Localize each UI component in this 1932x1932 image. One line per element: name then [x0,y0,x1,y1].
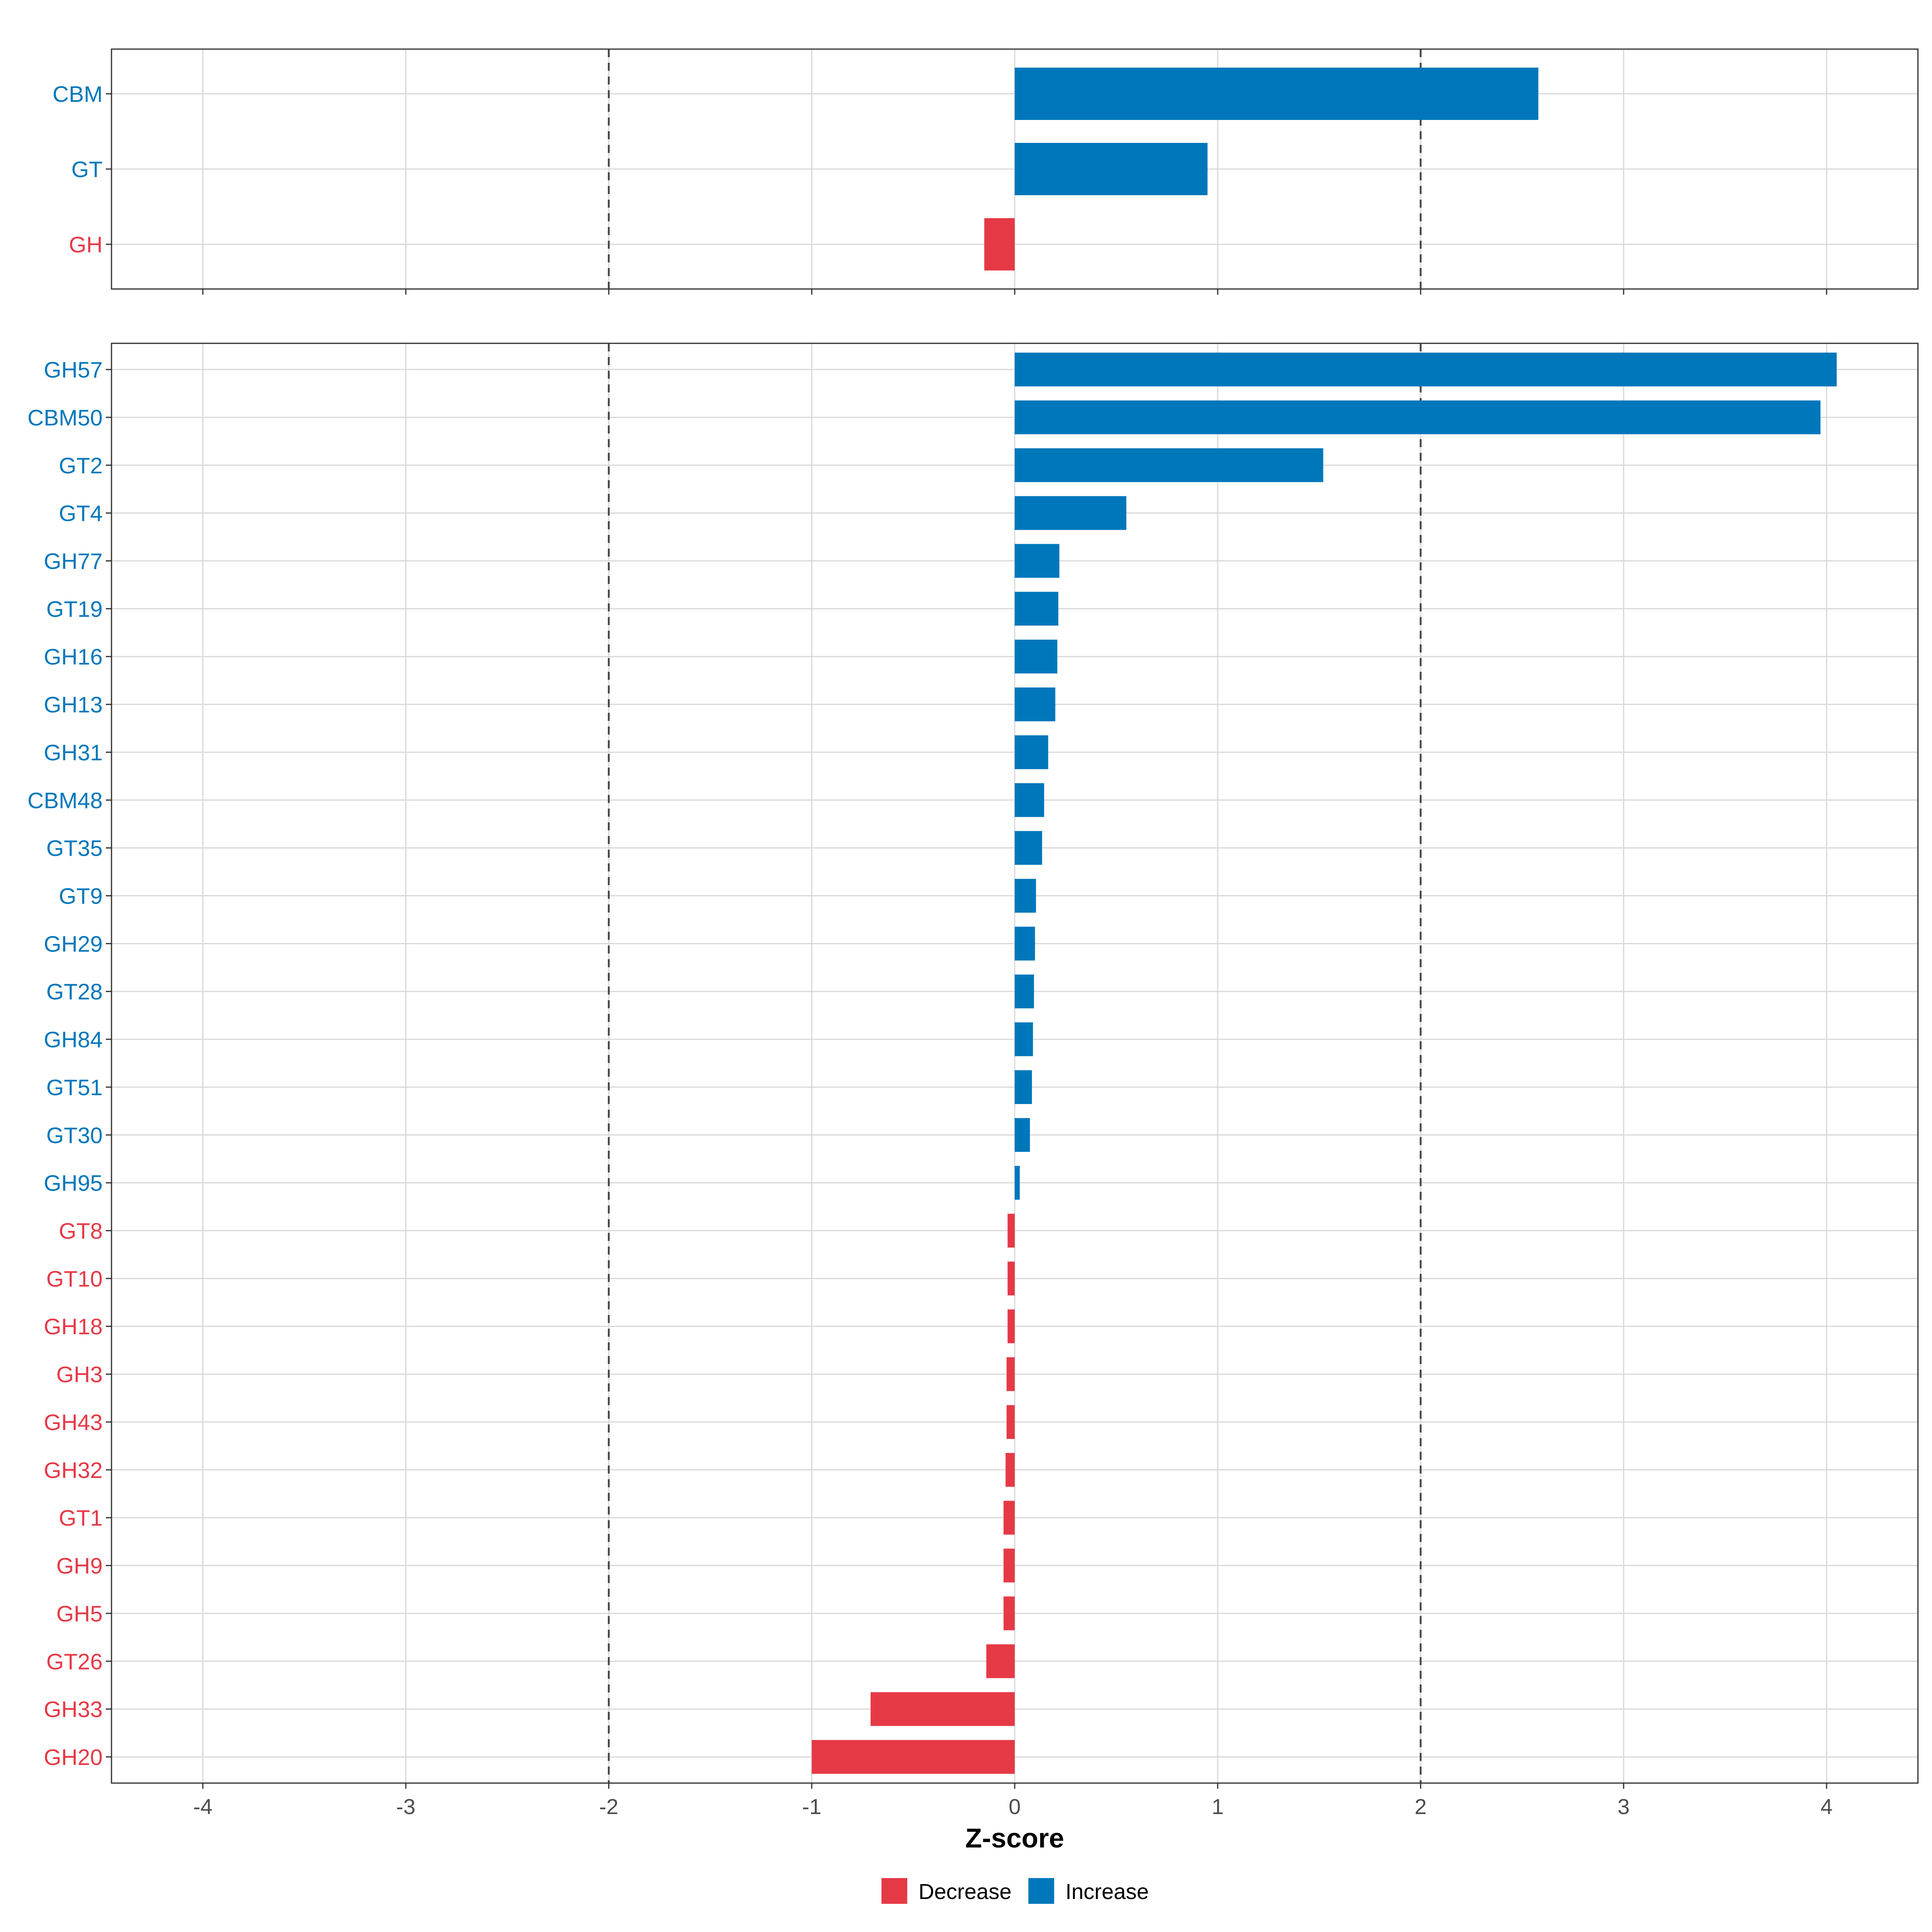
category-label: CBM [53,81,103,107]
bar-gh95 [1015,1166,1020,1200]
bar-gt19 [1015,592,1059,626]
legend-key-decrease [881,1878,907,1904]
bar-gt51 [1015,1070,1032,1104]
bar-gt4 [1015,496,1127,530]
legend-label-decrease: Decrease [919,1880,1011,1904]
top-panel: CBM GT GH [53,48,1919,295]
category-label: GH [69,232,103,257]
category-label: GH16 [44,644,103,669]
legend-key-increase [1028,1878,1054,1904]
x-tick-label: 2 [1415,1795,1427,1819]
category-label: GT19 [46,596,103,621]
bar-gt26 [986,1644,1015,1678]
category-label: GT28 [46,979,103,1004]
category-label: GT26 [46,1649,103,1674]
bar-gh20 [811,1740,1015,1774]
x-tick-label: -2 [599,1795,618,1819]
category-label: GH84 [44,1027,103,1052]
category-label: GH32 [44,1457,103,1483]
bar-gt30 [1015,1118,1030,1152]
bar-gh32 [1005,1453,1015,1487]
bar-gh3 [1006,1357,1015,1391]
category-label: GT4 [59,501,103,526]
bar-gh84 [1015,1022,1033,1057]
legend-label-increase: Increase [1065,1880,1149,1904]
category-label: GH95 [44,1170,103,1196]
category-label: GH3 [56,1362,103,1387]
category-label: GH57 [44,357,103,382]
category-label: GT1 [59,1505,103,1531]
category-label: GT [71,157,103,182]
bar-gh57 [1015,353,1837,387]
bar-gt10 [1007,1261,1015,1296]
bottom-panel: GH57 CBM50 GT2 GT4 GH77 GT19 GH16 GH13 GH31 CBM48… [27,343,1919,1789]
x-tick-label: -3 [396,1795,415,1819]
bar-gh18 [1007,1309,1015,1344]
bar-cbm48 [1015,783,1044,817]
bar-gh [984,218,1015,270]
category-label: GH5 [56,1601,103,1626]
category-label: GH18 [44,1314,103,1339]
category-label: GT51 [46,1075,103,1100]
bar-gh29 [1015,927,1035,961]
category-label: GT9 [59,883,103,908]
bar-gh77 [1015,544,1059,578]
bar-gt1 [1003,1501,1015,1535]
x-tick-label: 1 [1212,1795,1224,1819]
category-label: CBM48 [27,788,103,813]
bar-gh43 [1006,1405,1015,1439]
category-label: GT8 [59,1218,103,1244]
category-label: GH33 [44,1697,103,1722]
bar-gt35 [1015,831,1042,865]
x-tick-label: -1 [802,1795,822,1819]
bar-gt8 [1007,1214,1015,1248]
category-label: GT10 [46,1266,103,1291]
bar-gh13 [1015,687,1055,722]
bar-gh33 [870,1692,1015,1726]
x-axis: -4 -3 -2 -1 0 1 2 3 4 [193,1795,1833,1819]
x-tick-label: 0 [1009,1795,1021,1819]
category-label: GH43 [44,1410,103,1435]
category-label: GT30 [46,1123,103,1148]
legend: Decrease Increase [881,1878,1149,1904]
bar-gh31 [1015,735,1049,769]
x-tick-label: 4 [1821,1795,1833,1819]
bar-cbm50 [1015,400,1821,434]
bar-gh16 [1015,640,1057,674]
category-label: GT2 [59,453,103,478]
bar-gt28 [1015,974,1034,1009]
category-label: GH20 [44,1744,103,1770]
x-tick-label: -4 [193,1795,213,1819]
category-label: GH9 [56,1553,103,1579]
bar-gt2 [1015,448,1323,482]
x-tick-label: 3 [1618,1795,1630,1819]
category-label: GH77 [44,548,103,574]
category-label: CBM50 [27,405,103,430]
category-label: GH31 [44,740,103,765]
x-axis-label: Z-score [965,1823,1064,1854]
bar-cbm [1015,68,1539,120]
category-label: GH29 [44,931,103,956]
bar-gh9 [1003,1548,1015,1583]
category-label: GH13 [44,692,103,717]
bar-gh5 [1003,1596,1015,1631]
bar-gt [1015,143,1208,195]
category-label: GT35 [46,836,103,861]
bar-gt9 [1015,879,1036,913]
